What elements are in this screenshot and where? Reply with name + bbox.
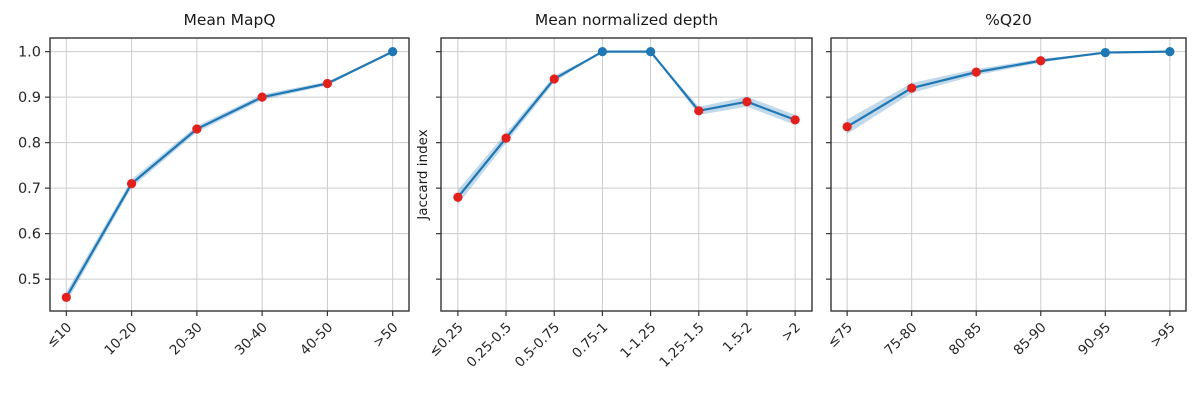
- x-tick-label: ≤10: [44, 320, 75, 351]
- subplot-title: %Q20: [985, 11, 1032, 29]
- subplot-mean-normalized-depth: ≤0.250.25-0.50.5-0.75 0.75-1 1-1.251.25-1.…: [415, 11, 813, 371]
- data-point: [971, 67, 981, 77]
- x-tick-label: 0.75-1: [569, 320, 611, 362]
- data-point: [1036, 56, 1046, 66]
- subplot-title: Mean MapQ: [183, 11, 275, 29]
- axes-spines: [49, 37, 410, 312]
- data-point: [790, 115, 800, 125]
- data-point: [501, 133, 511, 143]
- confidence-band: [66, 51, 393, 303]
- y-tick-label: 0.9: [18, 90, 41, 106]
- y-axis-label: Jaccard index: [415, 129, 431, 220]
- x-tick-label: 1-1.25: [617, 320, 659, 362]
- y-tick-label: 0.5: [18, 272, 41, 288]
- data-point: [907, 83, 917, 93]
- data-point: [1165, 47, 1175, 57]
- y-tick-label: 0.7: [18, 181, 41, 197]
- subplot-title: Mean normalized depth: [535, 11, 718, 29]
- x-tick-label: 85-90: [1011, 320, 1050, 359]
- subplot-mean-mapq: 0.5 0.6 0.7 0.8 0.9 1.0 ≤10 10-20 20-30 30-40 40-5…: [18, 11, 410, 359]
- y-tick-label: 1.0: [18, 45, 41, 61]
- x-tick-label: 30-40: [232, 320, 271, 359]
- data-point: [192, 124, 202, 134]
- data-point: [842, 122, 852, 132]
- x-tick-label: 0.5-0.75: [512, 320, 563, 371]
- confidence-band: [847, 51, 1170, 135]
- data-point: [126, 179, 137, 189]
- data-point: [742, 97, 752, 107]
- data-point: [453, 192, 463, 202]
- data-point: [645, 47, 656, 57]
- y-tick-label: 0.6: [18, 227, 41, 243]
- data-line: [456, 50, 797, 199]
- x-tick-label: 0.25-0.5: [464, 320, 515, 371]
- x-tick-label: >50: [370, 320, 401, 351]
- confidence-band: [457, 51, 796, 205]
- x-tick-label: 75-80: [881, 320, 920, 359]
- data-line: [846, 50, 1171, 128]
- x-tick-label: 1.25-1.5: [656, 320, 707, 371]
- x-tick-label: 90-95: [1075, 320, 1114, 359]
- data-point: [61, 292, 71, 302]
- y-tick-label: 0.8: [18, 136, 41, 152]
- axes-spines: [440, 37, 813, 312]
- x-tick-label: ≤0.25: [426, 320, 467, 361]
- x-tick-label: ≤75: [824, 320, 855, 351]
- data-point: [388, 47, 398, 57]
- data-point: [1100, 47, 1110, 58]
- x-tick-label: >95: [1147, 320, 1178, 351]
- subplot-q20: ≤75 75-80 80-85 85-90 90-95 >95 %Q20: [824, 11, 1187, 359]
- data-point: [322, 78, 333, 89]
- data-point: [257, 92, 267, 102]
- data-line: [65, 50, 394, 299]
- x-tick-label: 20-30: [167, 320, 206, 359]
- data-point: [694, 106, 704, 116]
- data-point: [597, 47, 608, 57]
- axes-spines: [830, 37, 1187, 312]
- x-tick-label: 1.5-2: [720, 320, 756, 356]
- data-point: [549, 74, 559, 84]
- x-tick-label: 80-85: [946, 320, 985, 359]
- x-tick-label: 40-50: [297, 320, 336, 359]
- x-tick-label: 10-20: [101, 320, 140, 359]
- x-tick-label: >2: [779, 320, 804, 345]
